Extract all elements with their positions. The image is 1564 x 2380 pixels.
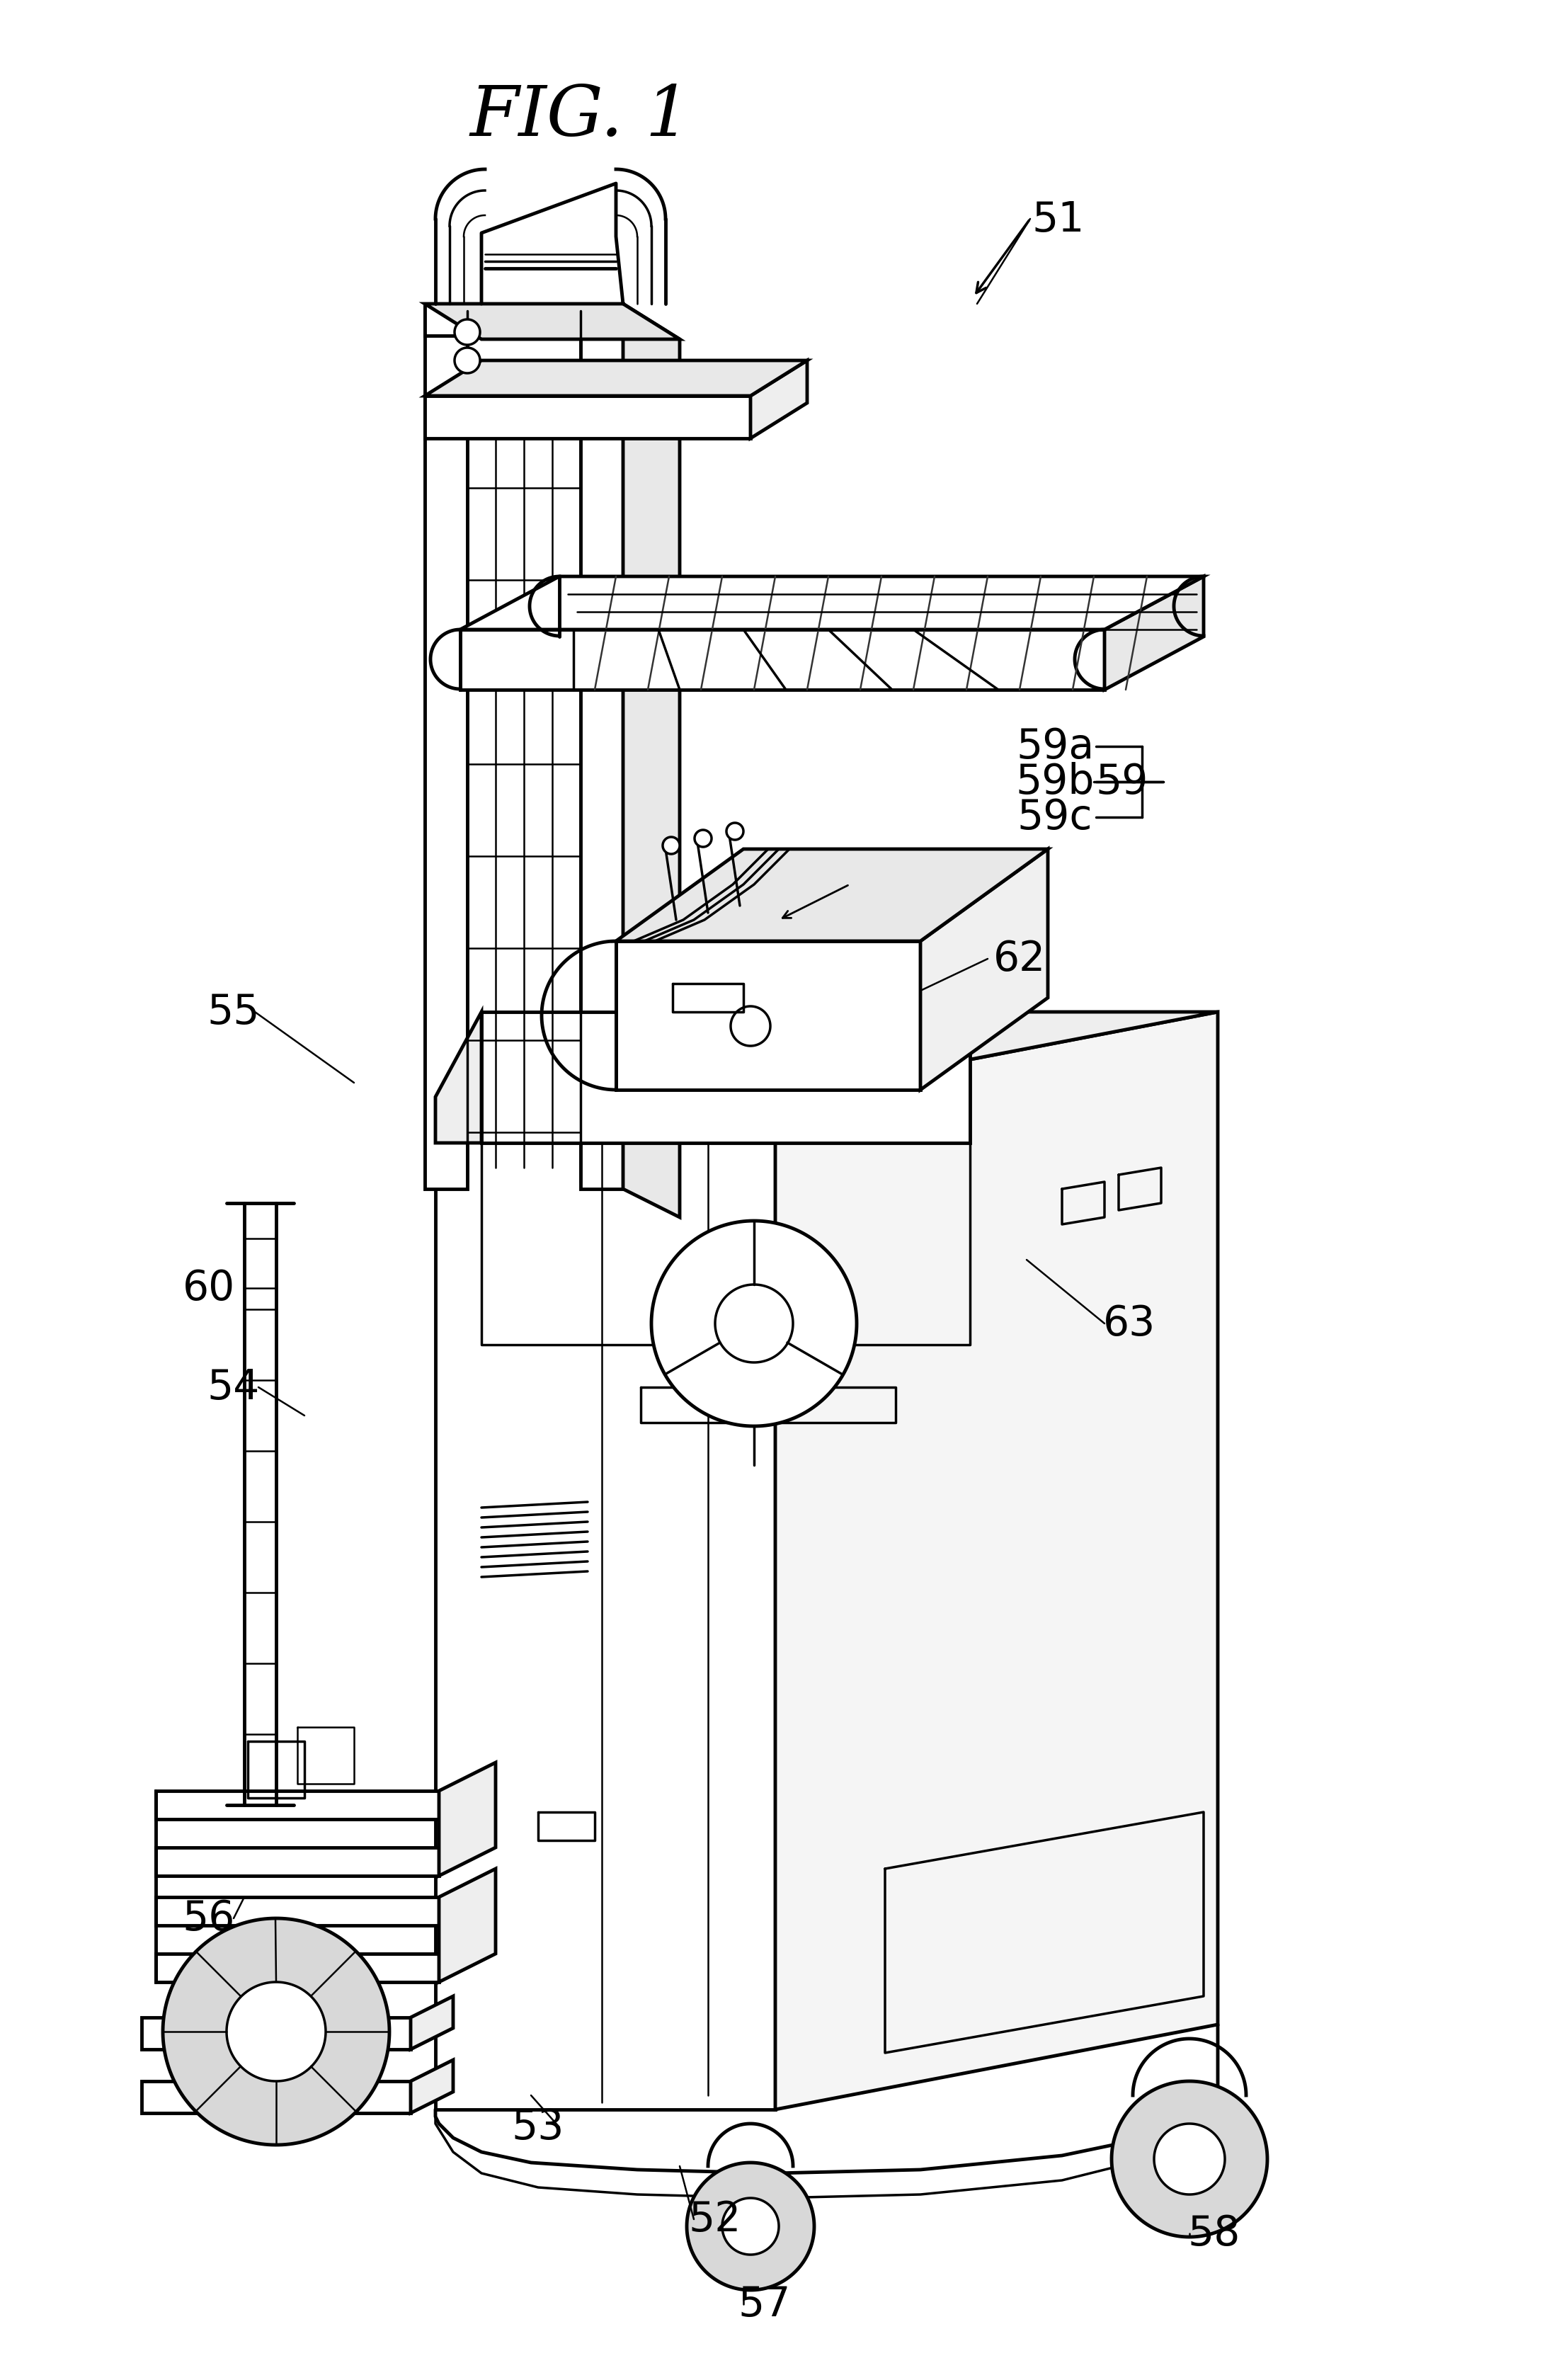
Polygon shape (651, 1221, 857, 1426)
Text: 54: 54 (208, 1368, 260, 1407)
Polygon shape (142, 2080, 411, 2113)
Polygon shape (616, 850, 1048, 942)
Polygon shape (751, 362, 807, 438)
Text: 55: 55 (208, 992, 260, 1033)
Polygon shape (425, 397, 751, 438)
Polygon shape (455, 319, 480, 345)
Polygon shape (616, 942, 921, 1090)
Polygon shape (156, 1792, 439, 1818)
Text: 59: 59 (1096, 762, 1148, 802)
Text: 58: 58 (1189, 2213, 1240, 2254)
Polygon shape (580, 305, 622, 1190)
Polygon shape (694, 831, 712, 847)
Text: 56: 56 (183, 1899, 235, 1940)
Polygon shape (776, 1011, 1218, 2109)
Polygon shape (411, 1997, 454, 2049)
Polygon shape (425, 305, 622, 336)
Text: 59b: 59b (1015, 762, 1095, 802)
Polygon shape (163, 1918, 389, 2144)
Polygon shape (435, 1097, 776, 2109)
Polygon shape (460, 631, 1104, 690)
Polygon shape (425, 362, 807, 397)
Polygon shape (482, 1011, 970, 1142)
Polygon shape (142, 2018, 411, 2049)
Polygon shape (156, 1954, 439, 1983)
Polygon shape (687, 2163, 815, 2290)
Polygon shape (715, 1285, 793, 1364)
Polygon shape (156, 1847, 439, 1875)
Text: 59c: 59c (1017, 797, 1093, 838)
Polygon shape (723, 2199, 779, 2254)
Polygon shape (730, 1007, 771, 1047)
Polygon shape (156, 1897, 439, 1925)
Polygon shape (663, 838, 680, 854)
Polygon shape (1154, 2123, 1225, 2194)
Polygon shape (726, 823, 743, 840)
Text: 51: 51 (1032, 200, 1085, 240)
Polygon shape (1104, 576, 1204, 690)
Polygon shape (439, 1868, 496, 1983)
Polygon shape (227, 1983, 325, 2080)
Polygon shape (921, 850, 1048, 1090)
Polygon shape (460, 576, 1204, 631)
Polygon shape (435, 1011, 1218, 1097)
Text: FIG. 1: FIG. 1 (471, 83, 691, 150)
Polygon shape (435, 1011, 482, 1142)
Polygon shape (425, 305, 468, 1190)
Text: 63: 63 (1103, 1304, 1156, 1345)
Text: 57: 57 (738, 2285, 791, 2325)
Text: 62: 62 (993, 940, 1046, 981)
Polygon shape (411, 2061, 454, 2113)
Text: 59a: 59a (1017, 726, 1093, 766)
Polygon shape (439, 1764, 496, 1875)
Text: 52: 52 (688, 2199, 741, 2240)
Text: 53: 53 (511, 2106, 565, 2147)
Polygon shape (1112, 2080, 1267, 2237)
Polygon shape (425, 305, 680, 340)
Polygon shape (455, 347, 480, 374)
Polygon shape (622, 305, 680, 1219)
Text: 60: 60 (183, 1269, 235, 1309)
